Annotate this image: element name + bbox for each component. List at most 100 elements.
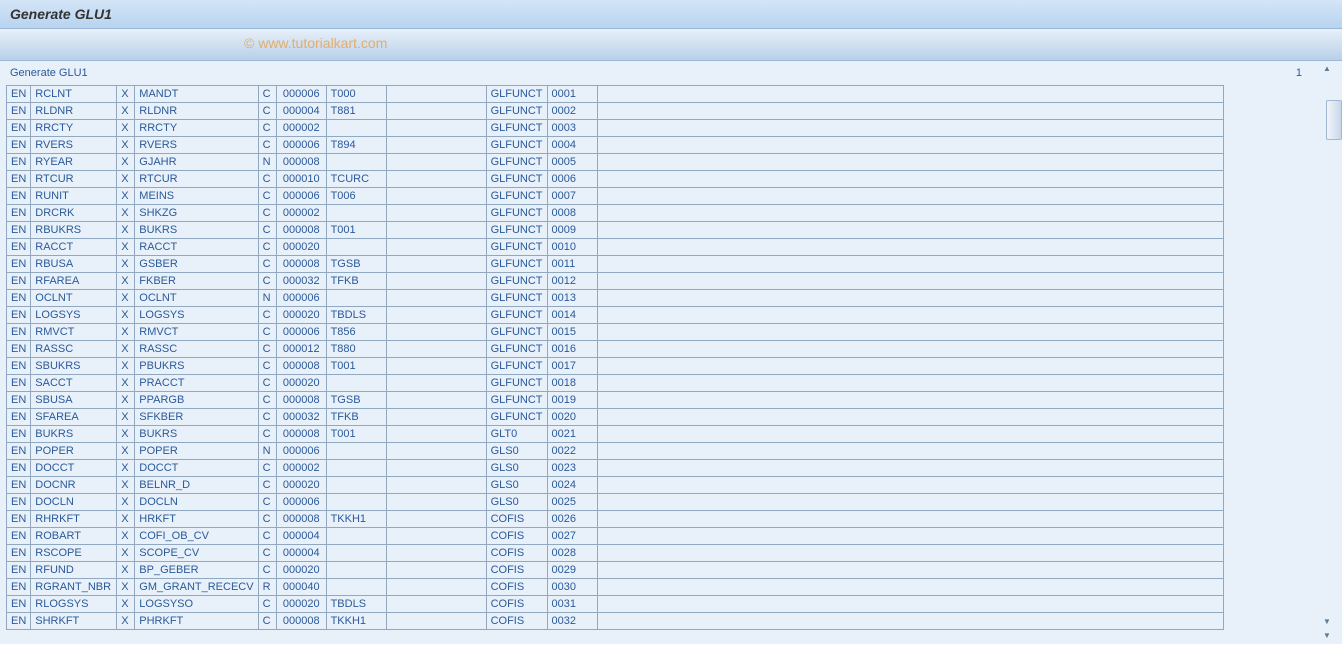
table-cell	[326, 477, 386, 494]
table-cell: X	[117, 460, 135, 477]
table-cell: X	[117, 375, 135, 392]
table-cell	[386, 443, 486, 460]
table-cell: OCLNT	[135, 290, 258, 307]
table-cell	[386, 171, 486, 188]
table-cell: 0003	[547, 120, 597, 137]
table-cell: RBUSA	[31, 256, 117, 273]
table-cell: 0022	[547, 443, 597, 460]
table-cell: COFIS	[486, 613, 547, 630]
table-cell: PRACCT	[135, 375, 258, 392]
table-cell: 0031	[547, 596, 597, 613]
table-cell: GLFUNCT	[486, 222, 547, 239]
table-cell: C	[258, 171, 276, 188]
table-row: ENDOCNRXBELNR_DC000020GLS00024	[7, 477, 1224, 494]
table-row: ENLOGSYSXLOGSYSC000020TBDLSGLFUNCT0014	[7, 307, 1224, 324]
table-cell-empty	[597, 273, 1223, 290]
table-row: ENRYEARXGJAHRN000008GLFUNCT0005	[7, 154, 1224, 171]
table-cell: X	[117, 171, 135, 188]
table-cell: EN	[7, 562, 31, 579]
table-cell	[386, 392, 486, 409]
table-cell: 000008	[276, 256, 326, 273]
table-cell: EN	[7, 460, 31, 477]
table-cell-empty	[597, 290, 1223, 307]
table-cell: TKKH1	[326, 613, 386, 630]
table-cell: X	[117, 477, 135, 494]
table-cell: X	[117, 307, 135, 324]
table-cell: X	[117, 579, 135, 596]
table-cell: EN	[7, 494, 31, 511]
table-cell	[386, 290, 486, 307]
table-cell: X	[117, 103, 135, 120]
table-cell: RASSC	[31, 341, 117, 358]
table-cell: 0032	[547, 613, 597, 630]
scroll-up-icon[interactable]: ▲	[1322, 64, 1332, 74]
table-cell: EN	[7, 528, 31, 545]
table-cell: GLS0	[486, 477, 547, 494]
table-cell	[326, 239, 386, 256]
table-cell: X	[117, 188, 135, 205]
table-cell: X	[117, 392, 135, 409]
table-row: ENRVERSXRVERSC000006T894GLFUNCT0004	[7, 137, 1224, 154]
table-cell: X	[117, 205, 135, 222]
table-cell: 0024	[547, 477, 597, 494]
table-cell: TKKH1	[326, 511, 386, 528]
table-cell: T881	[326, 103, 386, 120]
table-cell: 0008	[547, 205, 597, 222]
table-cell: 000020	[276, 596, 326, 613]
table-cell: RACCT	[135, 239, 258, 256]
table-cell: C	[258, 222, 276, 239]
table-cell	[326, 545, 386, 562]
table-cell: 0020	[547, 409, 597, 426]
table-row: ENRHRKFTXHRKFTC000008TKKH1COFIS0026	[7, 511, 1224, 528]
table-cell: RFUND	[31, 562, 117, 579]
scrollbar-thumb[interactable]	[1326, 100, 1342, 140]
table-cell	[386, 613, 486, 630]
table-cell: X	[117, 273, 135, 290]
scroll-down-icon[interactable]: ▼	[1322, 617, 1332, 627]
table-cell: T006	[326, 188, 386, 205]
table-cell: C	[258, 324, 276, 341]
table-cell-empty	[597, 137, 1223, 154]
table-cell: RSCOPE	[31, 545, 117, 562]
table-cell: PPARGB	[135, 392, 258, 409]
table-cell	[386, 273, 486, 290]
table-cell: RLDNR	[31, 103, 117, 120]
table-row: ENBUKRSXBUKRSC000008T001GLT00021	[7, 426, 1224, 443]
table-cell: DOCCT	[31, 460, 117, 477]
table-row: ENSHRKFTXPHRKFTC000008TKKH1COFIS0032	[7, 613, 1224, 630]
table-cell: C	[258, 239, 276, 256]
table-cell: GLFUNCT	[486, 103, 547, 120]
table-cell	[386, 477, 486, 494]
table-cell: C	[258, 460, 276, 477]
table-cell: C	[258, 137, 276, 154]
table-cell: 000020	[276, 375, 326, 392]
table-cell: 0004	[547, 137, 597, 154]
table-cell: X	[117, 256, 135, 273]
table-cell	[326, 494, 386, 511]
table-cell: 0007	[547, 188, 597, 205]
table-cell: COFIS	[486, 545, 547, 562]
table-row: ENDOCCTXDOCCTC000002GLS00023	[7, 460, 1224, 477]
table-cell: 0019	[547, 392, 597, 409]
table-cell: C	[258, 409, 276, 426]
table-cell: SBUSA	[31, 392, 117, 409]
table-cell: R	[258, 579, 276, 596]
table-cell: EN	[7, 409, 31, 426]
table-cell: COFIS	[486, 579, 547, 596]
table-cell: 0005	[547, 154, 597, 171]
table-cell	[386, 579, 486, 596]
table-cell: C	[258, 375, 276, 392]
table-cell-empty	[597, 511, 1223, 528]
table-cell: EN	[7, 341, 31, 358]
table-cell: C	[258, 613, 276, 630]
table-cell-empty	[597, 171, 1223, 188]
table-container: ENRCLNTXMANDTC000006T000GLFUNCT0001ENRLD…	[6, 85, 1336, 636]
table-cell: GLFUNCT	[486, 239, 547, 256]
scroll-down-icon-2[interactable]: ▼	[1322, 631, 1332, 641]
table-cell	[386, 154, 486, 171]
table-cell: 0030	[547, 579, 597, 596]
table-cell	[326, 120, 386, 137]
table-cell: DOCLN	[135, 494, 258, 511]
table-cell: RYEAR	[31, 154, 117, 171]
table-cell: RVERS	[135, 137, 258, 154]
